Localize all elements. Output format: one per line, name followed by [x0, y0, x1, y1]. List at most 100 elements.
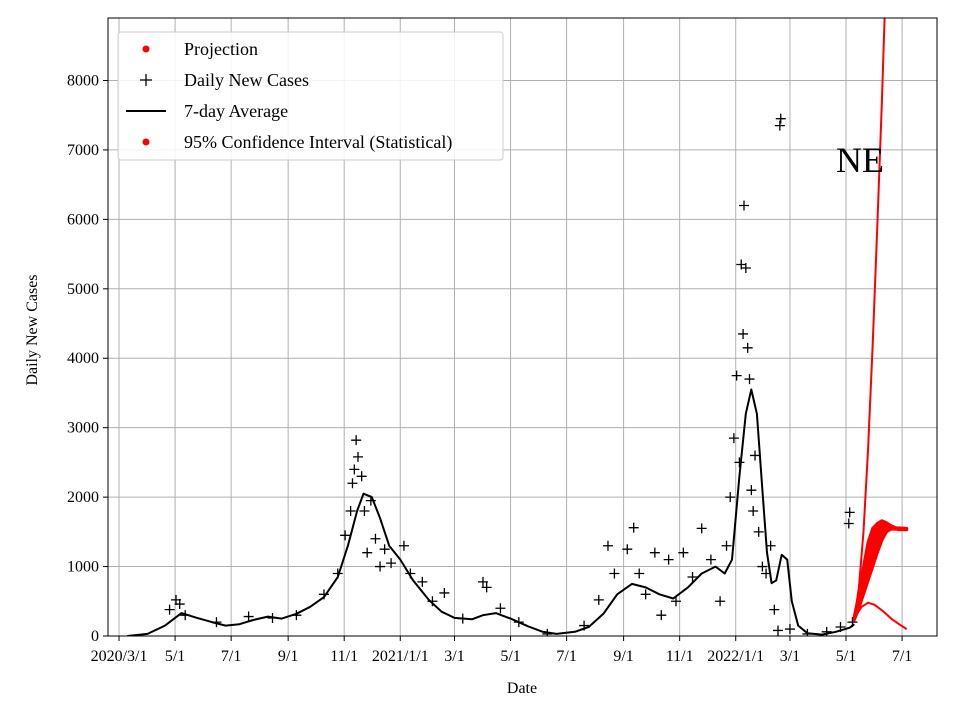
daily-case-marker — [705, 554, 716, 565]
x-tick-label: 7/1 — [556, 648, 576, 665]
daily-case-marker — [740, 262, 751, 273]
daily-case-marker — [375, 561, 386, 572]
daily-case-marker — [687, 571, 698, 582]
daily-case-marker — [352, 451, 363, 462]
daily-case-marker — [784, 624, 795, 635]
daily-case-marker — [634, 568, 645, 579]
daily-case-marker — [835, 621, 846, 632]
x-tick-label: 2020/3/1 — [91, 648, 148, 665]
daily-case-marker — [579, 620, 590, 631]
series-layer — [127, 18, 909, 636]
daily-case-marker — [746, 485, 757, 496]
daily-case-marker — [696, 523, 707, 534]
daily-case-marker — [775, 113, 786, 124]
x-tick-label: 5/1 — [836, 648, 856, 665]
legend-entry-label: Daily New Cases — [184, 70, 309, 90]
daily-case-marker — [649, 547, 660, 558]
y-tick-label: 7000 — [67, 142, 99, 159]
x-tick-label: 9/1 — [613, 648, 633, 665]
daily-case-marker — [844, 507, 855, 518]
daily-case-marker — [243, 611, 254, 622]
daily-case-marker — [356, 471, 367, 482]
confidence-lower-line — [853, 601, 908, 630]
legend: Projection Daily New Cases 7-day Average 95… — [117, 31, 504, 161]
daily-case-marker — [180, 610, 191, 621]
daily-case-marker — [663, 554, 674, 565]
x-tick-label: 5/1 — [500, 648, 520, 665]
y-tick-label: 8000 — [67, 72, 99, 89]
x-tick-label: 7/1 — [892, 648, 912, 665]
daily-case-marker — [427, 596, 438, 607]
legend-box — [117, 31, 504, 161]
daily-case-marker — [593, 594, 604, 605]
daily-case-marker — [738, 200, 749, 211]
daily-case-marker — [742, 342, 753, 353]
daily-case-marker — [481, 582, 492, 593]
daily-case-marker — [821, 626, 832, 636]
daily-case-marker — [417, 576, 428, 587]
x-tick-label: 5/1 — [165, 648, 185, 665]
daily-case-marker — [267, 612, 278, 623]
y-tick-label: 1000 — [67, 559, 99, 576]
x-tick-label: 9/1 — [278, 648, 298, 665]
daily-case-marker — [386, 558, 397, 569]
daily-case-marker — [291, 610, 302, 621]
daily-case-marker — [738, 328, 749, 339]
legend-entry-label: 95% Confidence Interval (Statistical) — [184, 132, 452, 153]
daily-case-marker — [731, 370, 742, 381]
y-tick-label: 6000 — [67, 211, 99, 228]
daily-case-marker — [734, 457, 745, 468]
legend-entry-label: 7-day Average — [184, 101, 288, 121]
daily-case-marker — [750, 450, 761, 461]
daily-case-marker — [753, 526, 764, 537]
y-axis-ticks: 0 1000 2000 3000 4000 5000 6000 7000 8000 — [67, 72, 108, 645]
daily-case-marker — [802, 628, 813, 636]
daily-case-marker — [318, 589, 329, 600]
daily-case-marker — [670, 596, 681, 607]
x-tick-label: 3/1 — [444, 648, 464, 665]
daily-case-marker — [542, 628, 553, 636]
x-axis-label: Date — [507, 680, 537, 697]
daily-case-marker — [757, 561, 768, 572]
daily-case-marker — [211, 617, 222, 628]
daily-case-marker — [656, 610, 667, 621]
daily-case-marker — [513, 617, 524, 628]
daily-case-marker — [351, 435, 362, 446]
daily-case-marker — [843, 518, 854, 529]
daily-case-marker — [332, 568, 343, 579]
x-tick-label: 3/1 — [780, 648, 800, 665]
daily-case-marker — [715, 596, 726, 607]
daily-case-marker — [774, 120, 785, 131]
daily-case-marker — [495, 603, 506, 614]
daily-case-marker — [359, 506, 370, 517]
legend-plus-marker — [140, 74, 152, 86]
daily-case-marker — [347, 478, 358, 489]
legend-dot-marker — [142, 138, 150, 146]
y-tick-label: 0 — [91, 628, 99, 645]
plot-frame — [107, 17, 938, 637]
y-tick-label: 4000 — [67, 350, 99, 367]
daily-case-marker — [398, 540, 409, 551]
daily-case-marker — [379, 544, 390, 555]
daily-case-marker — [769, 604, 780, 615]
daily-case-marker — [622, 544, 633, 555]
x-tick-label: 2022/1/1 — [707, 648, 764, 665]
daily-case-marker — [370, 533, 381, 544]
daily-case-marker — [602, 540, 613, 551]
daily-case-marker — [773, 625, 784, 636]
daily-case-marker — [765, 540, 776, 551]
daily-case-marker — [678, 547, 689, 558]
x-tick-label: 7/1 — [221, 648, 241, 665]
daily-case-marker — [340, 530, 351, 541]
daily-case-marker — [439, 587, 450, 598]
daily-case-marker — [362, 547, 373, 558]
chart-annotation: NE — [836, 140, 884, 180]
projection-line — [853, 18, 886, 619]
daily-case-marker — [725, 492, 736, 503]
y-tick-label: 5000 — [67, 281, 99, 298]
x-tick-label: 11/1 — [666, 648, 694, 665]
daily-case-marker — [345, 506, 356, 517]
x-axis-ticks: 2020/3/1 5/1 7/1 9/1 11/1 2021/1/1 3/1 5/1 7/1 9/… — [91, 636, 912, 665]
daily-case-marker — [457, 613, 468, 624]
